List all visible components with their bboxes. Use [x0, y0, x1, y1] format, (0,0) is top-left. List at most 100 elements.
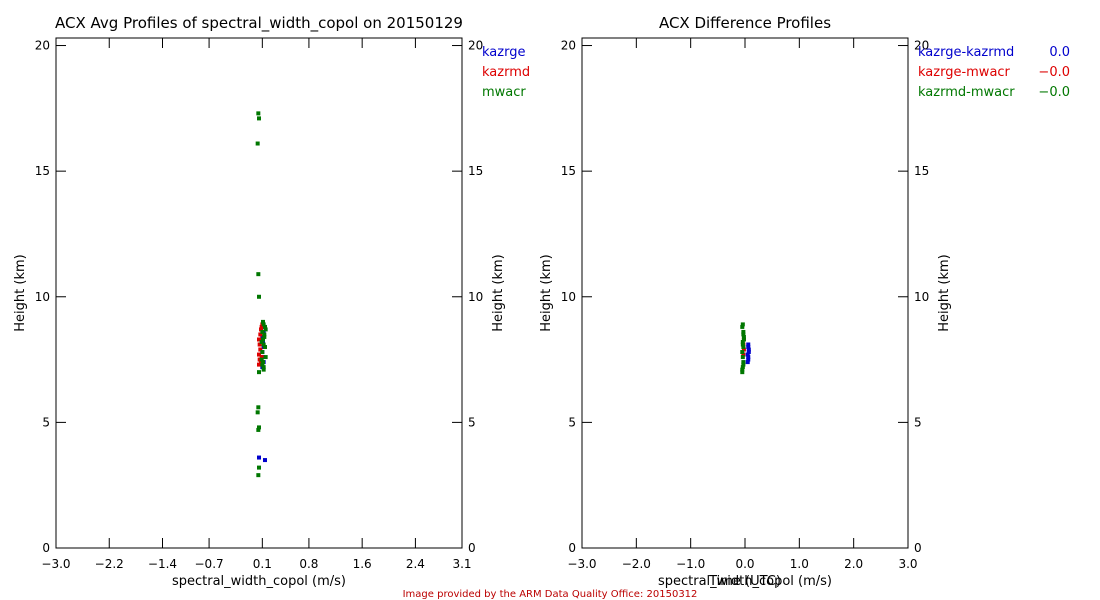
- avg-profiles-point-kazrmd: [259, 355, 264, 360]
- avg-profiles-x-tick-label: 0.1: [253, 557, 272, 571]
- difference-profiles-legend-label: kazrmd-mwacr: [918, 85, 1015, 100]
- avg-profiles-point-kazrge: [257, 455, 261, 460]
- avg-profiles-right-y-axis-label: Height (km): [491, 254, 506, 331]
- difference-profiles-point-kazrge-kazrmd: [746, 347, 751, 352]
- difference-profiles-point-kazrmd-mwacr: [741, 360, 746, 365]
- avg-profiles-panel: ACX Avg Profiles of spectral_width_copol…: [13, 14, 530, 589]
- avg-profiles-y-tick-label: 15: [35, 164, 50, 178]
- avg-profiles-point-mwacr: [256, 427, 261, 432]
- difference-profiles-y-tick-label-right: 20: [914, 39, 929, 53]
- difference-profiles-data-points: [740, 322, 751, 375]
- difference-profiles-y-tick-label-right: 0: [914, 541, 922, 555]
- avg-profiles-point-mwacr: [257, 465, 261, 470]
- avg-profiles-point-kazrmd: [258, 347, 263, 352]
- avg-profiles-x-tick-label: 1.6: [353, 557, 372, 571]
- difference-profiles-x-tick-label: 3.0: [898, 557, 917, 571]
- difference-profiles-point-kazrmd-mwacr: [741, 329, 746, 334]
- avg-profiles-x-axis: −3.0 −2.2 −1.4 −0.7 0.1 0.8 1.6 2.4 3.1: [41, 38, 472, 571]
- avg-profiles-legend-label: kazrmd: [482, 65, 530, 80]
- avg-profiles-x-tick-label: −2.2: [95, 557, 124, 571]
- difference-profiles-point-kazrmd-mwacr: [740, 339, 745, 344]
- difference-profiles-point-kazrmd-mwacr: [740, 365, 745, 370]
- difference-profiles-y-tick-label-right: 10: [914, 290, 929, 304]
- avg-profiles-point-mwacr: [260, 337, 265, 342]
- avg-profiles-point-mwacr: [256, 473, 261, 478]
- avg-profiles-point-kazrmd: [257, 342, 262, 347]
- difference-profiles-point-kazrmd-mwacr: [741, 334, 746, 339]
- avg-profiles-point-mwacr: [263, 327, 268, 332]
- avg-profiles-point-mwacr: [261, 322, 266, 327]
- difference-profiles-x-tick-label: 0.0: [735, 557, 754, 571]
- avg-profiles-point-kazrmd: [257, 362, 261, 367]
- difference-profiles-title: ACX Difference Profiles: [659, 14, 831, 32]
- difference-profiles-point-kazrge-kazrmd: [746, 355, 751, 360]
- avg-profiles-y-tick-label: 5: [42, 415, 50, 429]
- avg-profiles-x-tick-label: 0.8: [299, 557, 318, 571]
- avg-profiles-x-axis-label: spectral_width_copol (m/s): [172, 574, 346, 589]
- difference-profiles-y-tick-label: 5: [568, 415, 576, 429]
- difference-profiles-point-kazrge-kazrmd: [745, 352, 750, 357]
- difference-profiles-point-kazrge-kazrmd: [746, 345, 751, 350]
- difference-profiles-y-tick-label: 0: [568, 541, 576, 555]
- avg-profiles-point-mwacr: [262, 345, 267, 350]
- difference-profiles-point-kazrmd-mwacr: [741, 332, 746, 337]
- avg-profiles-point-mwacr: [257, 116, 261, 121]
- difference-profiles-legend: kazrge-kazrmd 0.0 kazrge-mwacr −0.0 kazrmd-m…: [918, 45, 1070, 100]
- difference-profiles-point-kazrmd-mwacr: [740, 370, 745, 375]
- avg-profiles-point-mwacr: [261, 367, 266, 372]
- avg-profiles-legend-label: mwacr: [482, 85, 526, 100]
- avg-profiles-y-tick-label: 20: [35, 39, 50, 53]
- avg-profiles-x-tick-label: 2.4: [406, 557, 425, 571]
- difference-profiles-y-tick-label: 15: [561, 164, 576, 178]
- difference-profiles-point-kazrge-mwacr: [741, 352, 746, 357]
- avg-profiles-point-mwacr: [261, 342, 266, 347]
- difference-profiles-point-kazrge-kazrmd: [745, 360, 750, 365]
- avg-profiles-point-kazrmd: [257, 337, 261, 342]
- avg-profiles-point-mwacr: [262, 324, 267, 329]
- avg-profiles-data-points: [255, 111, 268, 478]
- difference-profiles-x-tick-label: 1.0: [790, 557, 809, 571]
- avg-profiles-point-mwacr: [255, 410, 260, 415]
- difference-profiles-x-axis-label: spectral_width_copol (m/s): [658, 574, 832, 589]
- difference-profiles-legend-value: 0.0: [1049, 45, 1070, 60]
- avg-profiles-point-mwacr: [257, 425, 261, 430]
- avg-profiles-legend: kazrge kazrmd mwacr: [482, 45, 530, 100]
- avg-profiles-title: ACX Avg Profiles of spectral_width_copol…: [55, 14, 463, 33]
- difference-profiles-y-tick-label: 10: [561, 290, 576, 304]
- difference-profiles-point-kazrmd-mwacr: [741, 337, 746, 342]
- avg-profiles-y-tick-label-right: 0: [468, 541, 476, 555]
- avg-profiles-x-tick-label: −3.0: [41, 557, 70, 571]
- avg-profiles-y-tick-label: 0: [42, 541, 50, 555]
- avg-profiles-point-mwacr: [257, 370, 261, 375]
- avg-profiles-point-mwacr: [260, 360, 265, 365]
- difference-profiles-y-axis: 0 0 5 5 10 10 15 15 20 20: [561, 39, 930, 555]
- difference-profiles-point-kazrmd-mwacr: [740, 322, 745, 327]
- avg-profiles-point-mwacr: [260, 329, 265, 334]
- difference-profiles-x-tick-label: 2.0: [844, 557, 863, 571]
- avg-profiles-point-mwacr: [259, 339, 264, 344]
- difference-profiles-point-kazrge-kazrmd: [746, 350, 751, 355]
- avg-profiles-point-mwacr: [262, 334, 267, 339]
- difference-profiles-time-label: Time (UTC): [708, 574, 781, 589]
- difference-profiles-point-kazrge-kazrmd: [746, 357, 751, 362]
- difference-profiles-x-tick-label: −2.0: [622, 557, 651, 571]
- difference-profiles-x-tick-label: −3.0: [567, 557, 596, 571]
- avg-profiles-point-mwacr: [260, 362, 265, 367]
- avg-profiles-point-mwacr: [260, 319, 265, 324]
- difference-profiles-point-kazrmd-mwacr: [740, 355, 745, 360]
- difference-profiles-point-kazrmd-mwacr: [740, 324, 745, 329]
- difference-profiles-legend-label: kazrge-kazrmd: [918, 45, 1014, 60]
- avg-profiles-point-mwacr: [262, 332, 267, 337]
- difference-profiles-x-axis: −3.0 −2.0 −1.0 0.0 1.0 2.0 3.0: [567, 38, 918, 571]
- avg-profiles-point-mwacr: [261, 365, 266, 370]
- difference-profiles-panel: ACX Difference Profiles −3.0 −2.0 −1.0 0.0 1…: [539, 14, 1070, 589]
- difference-profiles-y-tick-label-right: 15: [914, 164, 929, 178]
- avg-profiles-y-axis-label: Height (km): [13, 254, 28, 331]
- difference-profiles-plot-frame: [581, 37, 909, 549]
- difference-profiles-point-kazrmd-mwacr: [740, 350, 745, 355]
- avg-profiles-x-tick-label: 3.1: [452, 557, 471, 571]
- avg-profiles-y-tick-label-right: 20: [468, 39, 483, 53]
- avg-profiles-point-kazrge: [262, 458, 267, 463]
- difference-profiles-legend-value: −0.0: [1038, 65, 1070, 80]
